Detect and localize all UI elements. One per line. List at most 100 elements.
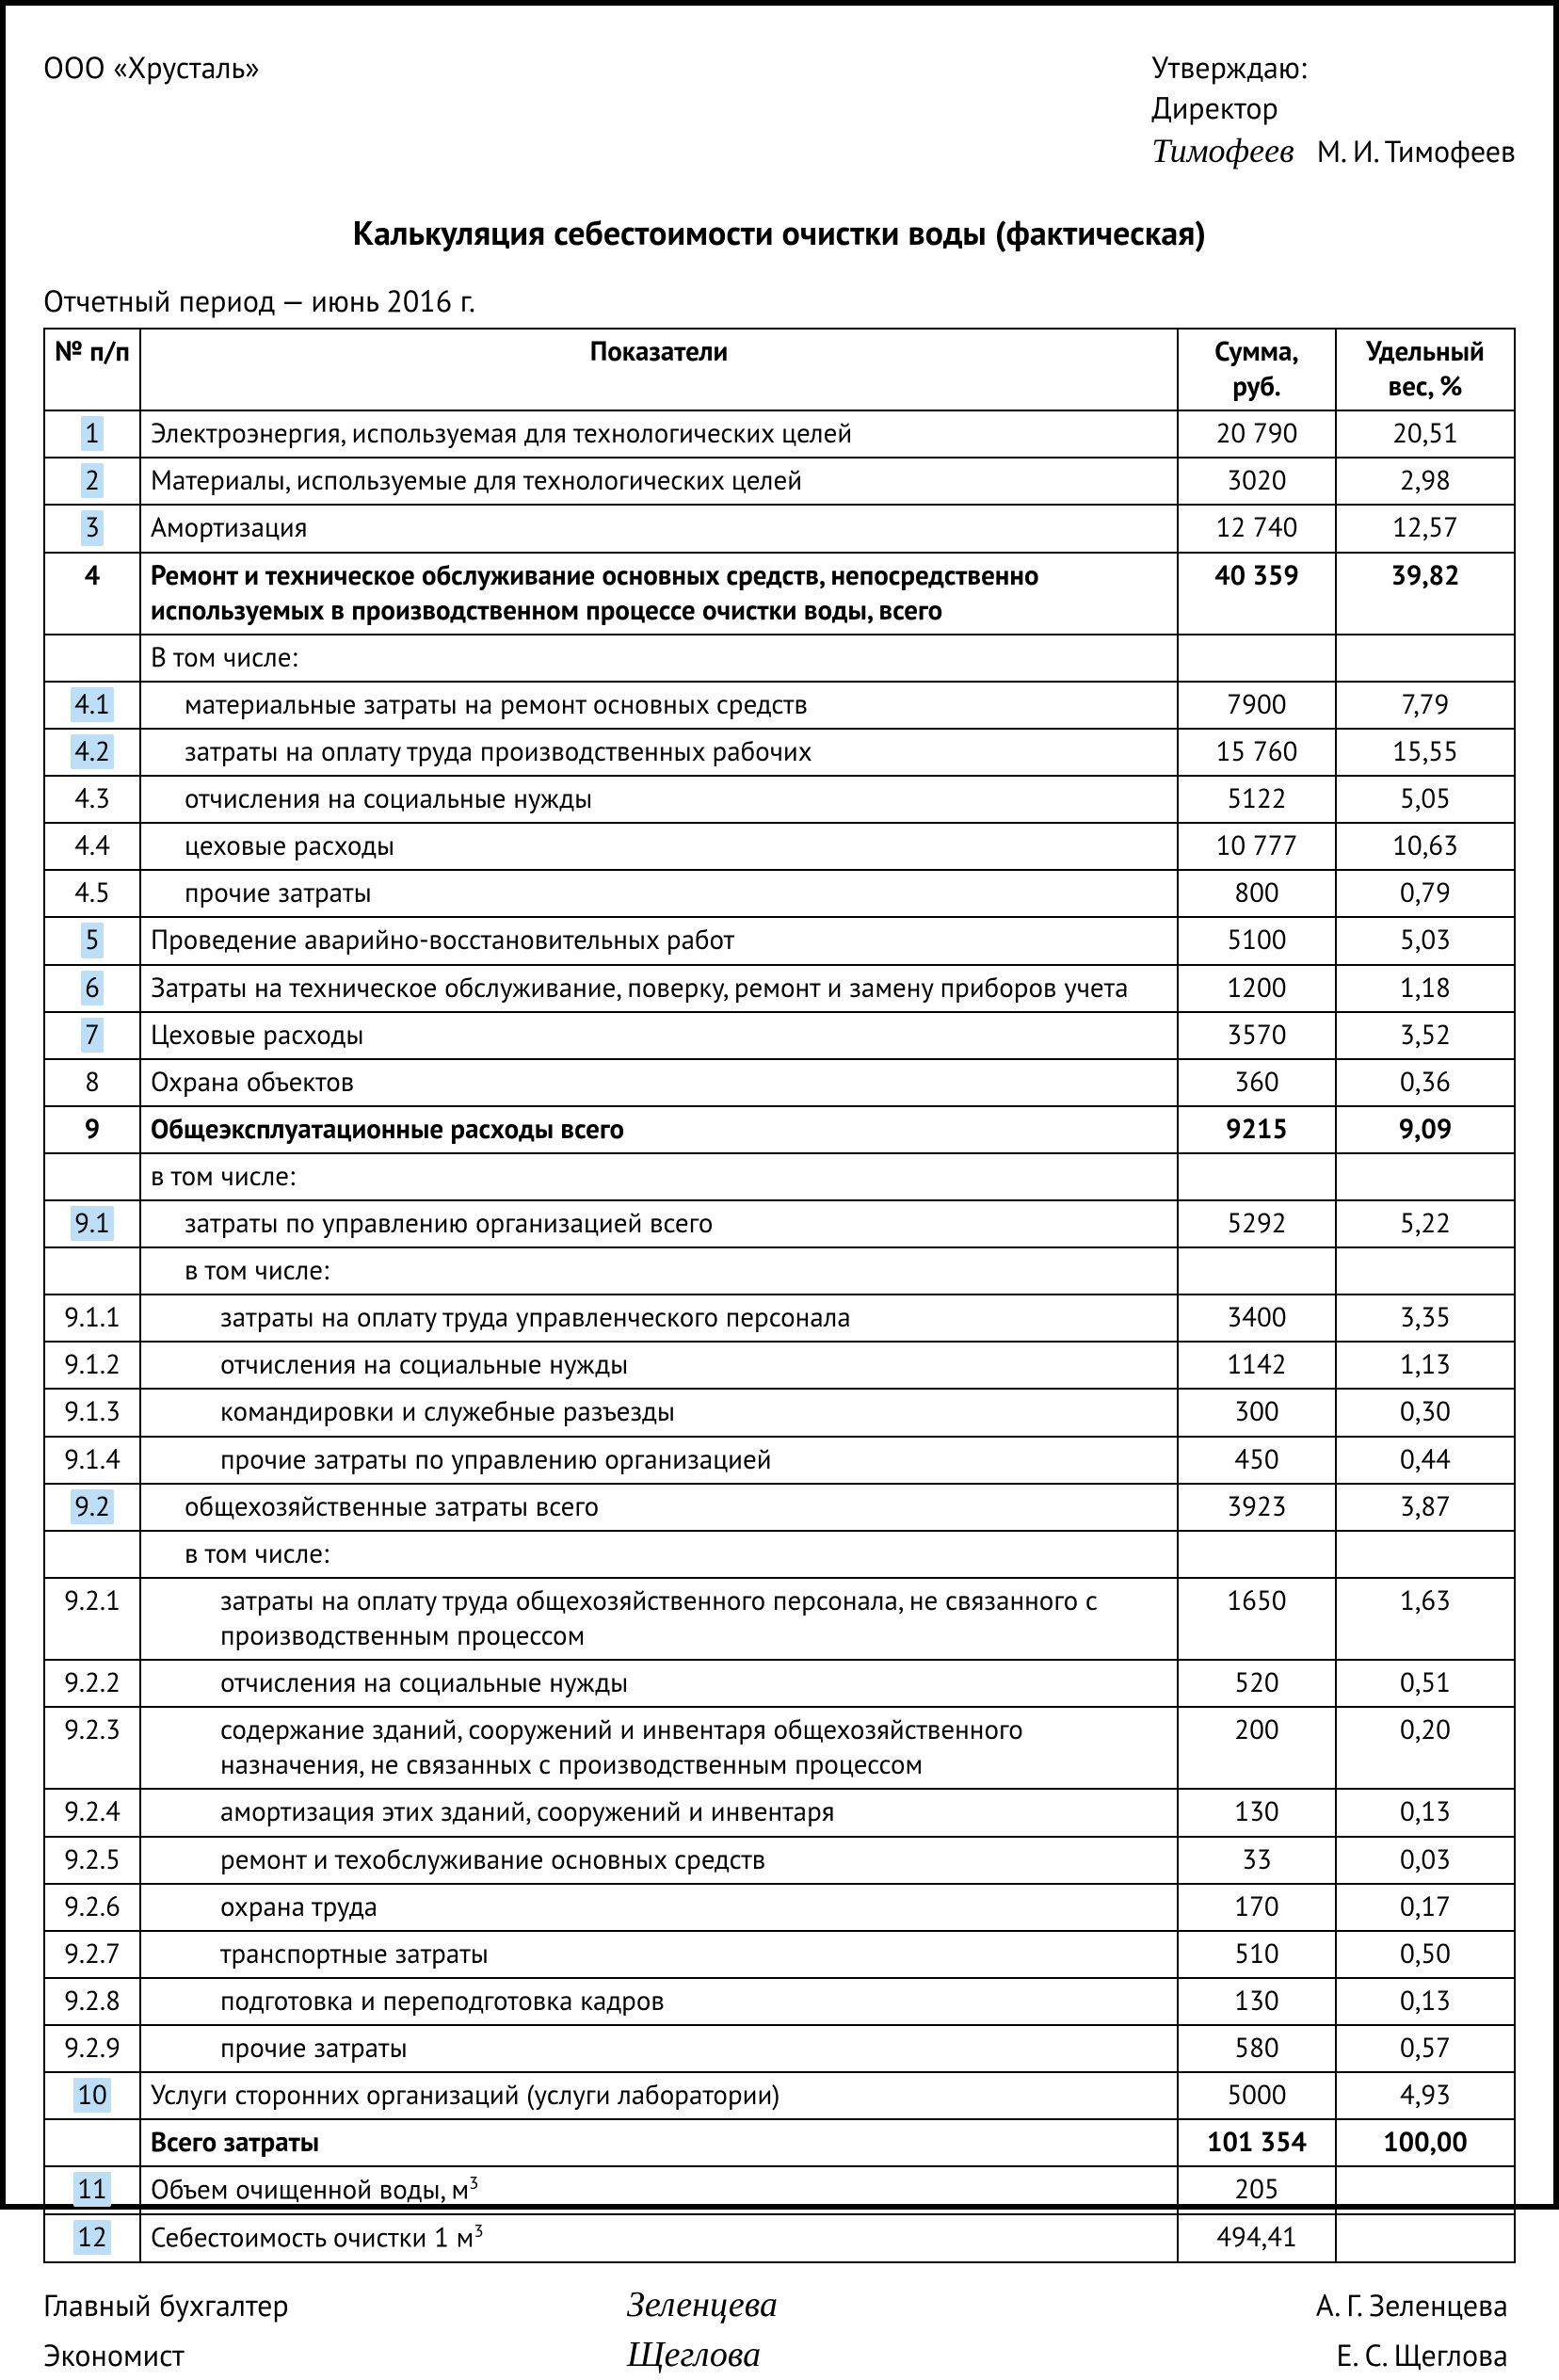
row-number: 4.4 [44,823,140,870]
table-row: 5Проведение аварийно-восстановительных р… [44,917,1515,964]
row-indicator: Объем очищенной воды, м3 [140,2166,1178,2214]
table-row: 9.2общехозяйственные затраты всего39233,… [44,1484,1515,1531]
row-sum: 7900 [1178,682,1336,729]
row-number: 8 [44,1059,140,1106]
row-sum: 5100 [1178,917,1336,964]
row-sum [1178,635,1336,682]
table-row: 9.2.2отчисления на социальные нужды5200,… [44,1660,1515,1707]
row-sum: 15 760 [1178,729,1336,776]
row-indicator: Ремонт и техническое обслуживание основн… [140,553,1178,635]
row-sum: 3923 [1178,1484,1336,1531]
row-percent: 0,13 [1336,1978,1515,2025]
row-number: 10 [44,2072,140,2119]
row-number [44,1247,140,1295]
row-percent: 3,35 [1336,1295,1515,1342]
row-indicator: прочие затраты [140,870,1178,917]
row-indicator: прочие затраты по управлению организацие… [140,1437,1178,1484]
row-indicator: затраты на оплату труда управленческого … [140,1295,1178,1342]
table-row: 9.1.1затраты на оплату труда управленчес… [44,1295,1515,1342]
col-header-pct: Удельный вес, % [1336,329,1515,410]
row-percent: 1,63 [1336,1578,1515,1660]
row-number: 12 [44,2214,140,2262]
approval-block: Утверждаю: Директор Тимофеев М. И. Тимоф… [1151,47,1516,174]
row-number: 9.1.4 [44,1437,140,1484]
table-row: 12Себестоимость очистки 1 м3494,41 [44,2214,1515,2262]
row-indicator: цеховые расходы [140,823,1178,870]
table-row: в том числе: [44,1153,1515,1200]
row-percent: 0,79 [1336,870,1515,917]
row-sum: 360 [1178,1059,1336,1106]
table-row: 4Ремонт и техническое обслуживание основ… [44,553,1515,635]
table-row: 8Охрана объектов3600,36 [44,1059,1515,1106]
document-page: ООО «Хрусталь» Утверждаю: Директор Тимоф… [0,0,1559,2210]
row-percent [1336,1153,1515,1200]
row-percent: 0,03 [1336,1837,1515,1884]
row-percent: 0,44 [1336,1437,1515,1484]
org-name: ООО «Хрусталь» [43,47,260,174]
row-sum: 20 790 [1178,410,1336,458]
row-percent: 5,03 [1336,917,1515,964]
table-row: 9.1.4прочие затраты по управлению органи… [44,1437,1515,1484]
row-sum: 800 [1178,870,1336,917]
row-number: 9.2.7 [44,1931,140,1978]
row-percent [1336,635,1515,682]
row-number [44,2119,140,2166]
row-sum: 300 [1178,1389,1336,1436]
row-indicator: в том числе: [140,1153,1178,1200]
table-row: Всего затраты101 354100,00 [44,2119,1515,2166]
row-number: 4.5 [44,870,140,917]
row-sum: 5292 [1178,1200,1336,1247]
row-percent: 5,22 [1336,1200,1515,1247]
table-row: 4.2затраты на оплату труда производствен… [44,729,1515,776]
row-indicator: материальные затраты на ремонт основных … [140,682,1178,729]
table-row: 4.3отчисления на социальные нужды51225,0… [44,776,1515,823]
table-row: 9.1затраты по управлению организацией вс… [44,1200,1515,1247]
row-number: 7 [44,1012,140,1059]
row-indicator: Себестоимость очистки 1 м3 [140,2214,1178,2262]
row-sum [1178,1153,1336,1200]
table-row: 9.1.2отчисления на социальные нужды11421… [44,1342,1515,1389]
row-sum: 3570 [1178,1012,1336,1059]
table-header-row: № п/п Показатели Сумма, руб. Удельный ве… [44,329,1515,410]
row-number: 9.2.1 [44,1578,140,1660]
row-number [44,1153,140,1200]
document-title: Калькуляция себестоимости очистки воды (… [43,210,1516,254]
row-sum: 40 359 [1178,553,1336,635]
row-sum: 1200 [1178,965,1336,1012]
row-percent: 0,13 [1336,1789,1515,1836]
table-body: 1Электроэнергия, используемая для технол… [44,410,1515,2262]
table-row: 9.2.1затраты на оплату труда общехозяйст… [44,1578,1515,1660]
row-indicator: Материалы, используемые для технологичес… [140,458,1178,505]
row-percent: 3,87 [1336,1484,1515,1531]
director-signature: Тимофеев [1151,128,1294,174]
row-number: 4.3 [44,776,140,823]
table-row: 9.1.3командировки и служебные разъезды30… [44,1389,1515,1436]
signature-role: Главный бухгалтер [43,2284,627,2326]
row-indicator: прочие затраты [140,2025,1178,2072]
row-number: 4.1 [44,682,140,729]
col-header-num: № п/п [44,329,140,410]
row-sum: 205 [1178,2166,1336,2214]
table-row: 1Электроэнергия, используемая для технол… [44,410,1515,458]
row-indicator: транспортные затраты [140,1931,1178,1978]
col-header-indicator: Показатели [140,329,1178,410]
table-row: в том числе: [44,1531,1515,1578]
row-sum: 9215 [1178,1106,1336,1153]
row-number: 9.1.1 [44,1295,140,1342]
row-number: 9.1 [44,1200,140,1247]
signature-script: Щеглова [627,2330,1154,2380]
row-indicator: Услуги сторонних организаций (услуги лаб… [140,2072,1178,2119]
row-sum: 33 [1178,1837,1336,1884]
row-percent: 5,05 [1336,776,1515,823]
row-sum: 494,41 [1178,2214,1336,2262]
table-row: 9.2.6охрана труда1700,17 [44,1884,1515,1931]
row-indicator: командировки и служебные разъезды [140,1389,1178,1436]
table-row: 9.2.4амортизация этих зданий, сооружений… [44,1789,1515,1836]
row-indicator: охрана труда [140,1884,1178,1931]
row-number: 6 [44,965,140,1012]
table-row: 9.2.8подготовка и переподготовка кадров1… [44,1978,1515,2025]
row-sum [1178,1531,1336,1578]
row-percent: 20,51 [1336,410,1515,458]
row-indicator: отчисления на социальные нужды [140,1342,1178,1389]
row-percent [1336,1531,1515,1578]
